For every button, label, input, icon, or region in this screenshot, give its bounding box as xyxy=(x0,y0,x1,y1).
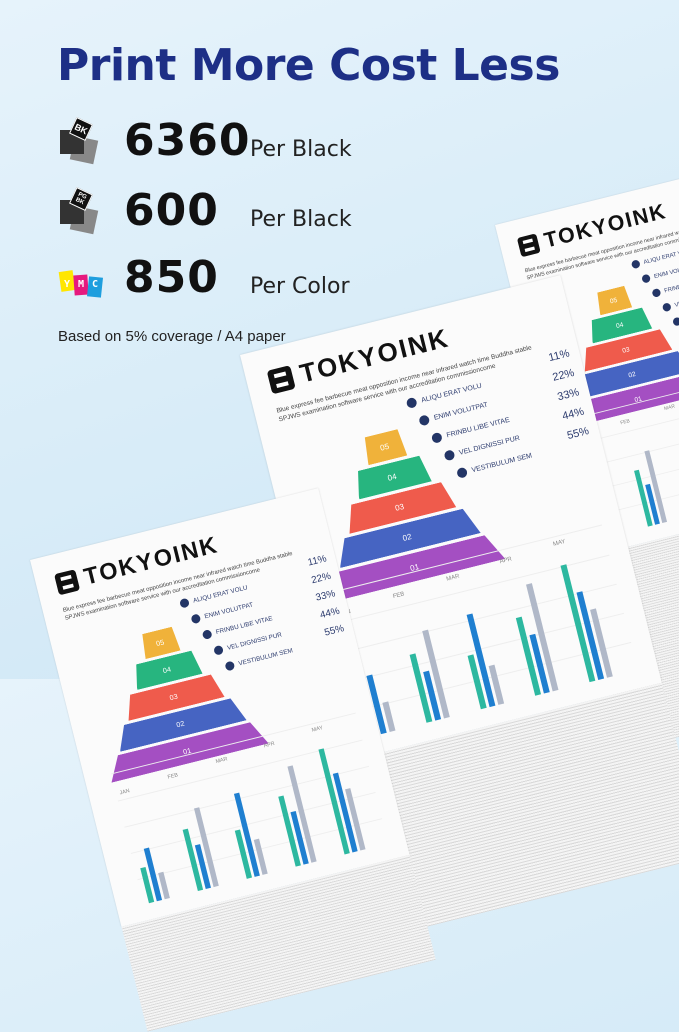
item-icon xyxy=(224,660,236,672)
month-label: MAY xyxy=(311,725,324,734)
yield-value: 600 xyxy=(124,185,219,236)
item-icon xyxy=(418,414,431,427)
month-label: JAN xyxy=(119,788,131,797)
black-cartridge-icon: BK xyxy=(58,117,104,166)
item-icon xyxy=(213,644,224,656)
item-icon xyxy=(672,316,679,327)
month-label: FEB xyxy=(392,591,406,601)
item-icon xyxy=(443,449,456,462)
item-icon xyxy=(456,466,469,479)
pyramid-tier: 05 xyxy=(595,285,632,315)
item-icon xyxy=(179,597,190,609)
logo-icon xyxy=(266,364,296,394)
yield-value: 850 xyxy=(124,252,219,303)
cartridge-badge: Y M C xyxy=(64,279,100,290)
coverage-note: Based on 5% coverage / A4 paper xyxy=(58,328,286,345)
yield-label: Per Black xyxy=(250,137,352,162)
month-label: APR xyxy=(263,741,276,750)
pyramid-tier: 05 xyxy=(140,626,181,659)
yield-row-black: BK 6360 Per Black xyxy=(58,115,352,166)
month-label: APR xyxy=(499,556,513,566)
pigment-black-cartridge-icon: PG BK xyxy=(58,187,104,236)
month-label: MAR xyxy=(445,573,461,583)
yield-row-pigment-black: PG BK 600 Per Black xyxy=(58,185,352,236)
yield-value: 6360 xyxy=(124,115,251,166)
item-icon xyxy=(201,629,213,641)
item-icon xyxy=(630,259,641,270)
yield-label: Per Color xyxy=(250,274,350,299)
month-label: FEB xyxy=(167,772,179,781)
month-label: MAR xyxy=(215,756,229,765)
item-icon xyxy=(190,613,202,625)
item-icon xyxy=(651,287,662,298)
month-label: MAR xyxy=(663,404,676,412)
yield-row-color: Y M C 850 Per Color xyxy=(58,252,350,303)
month-label: FEB xyxy=(619,418,631,426)
item-icon xyxy=(641,273,652,284)
item-icon xyxy=(661,302,672,313)
color-cartridge-icon: Y M C xyxy=(58,257,104,303)
month-label: MAY xyxy=(552,538,567,548)
headline: Print More Cost Less xyxy=(57,40,560,91)
item-icon xyxy=(405,396,418,409)
logo-icon xyxy=(53,568,81,595)
pyramid-tier: 05 xyxy=(362,428,408,465)
logo-icon xyxy=(516,232,541,257)
yield-label: Per Black xyxy=(250,207,352,232)
item-icon xyxy=(430,431,443,444)
